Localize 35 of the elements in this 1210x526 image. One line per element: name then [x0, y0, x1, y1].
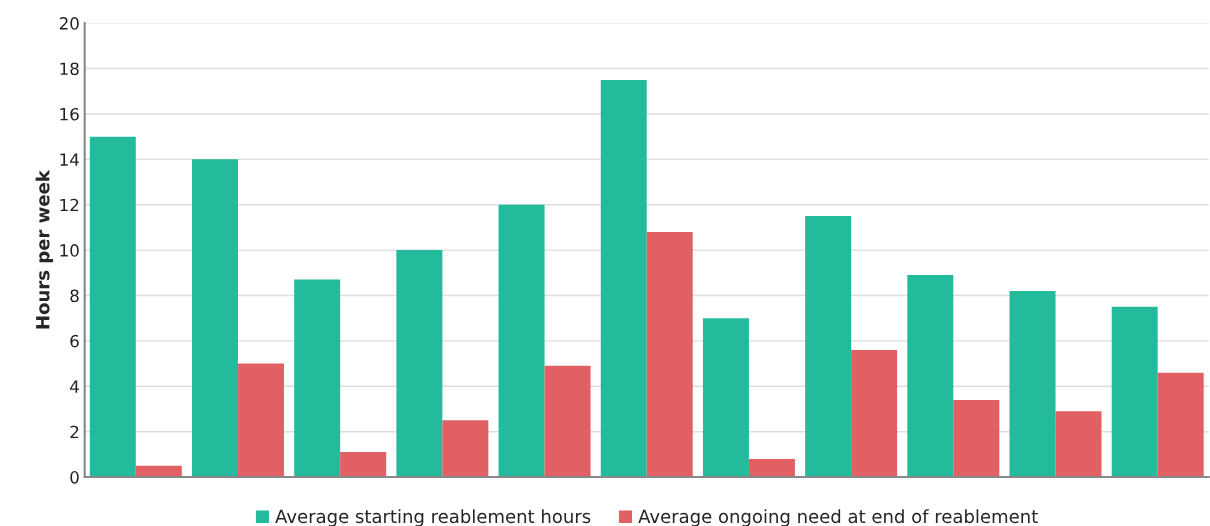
- bar: [1009, 290, 1056, 478]
- y-tick-label: 8: [70, 289, 79, 303]
- bar: [1111, 306, 1158, 478]
- y-tick-label: 18: [60, 62, 79, 76]
- bar: [498, 204, 545, 478]
- bar: [1157, 372, 1204, 478]
- y-tick-label: 10: [60, 244, 79, 257]
- bar: [600, 79, 647, 478]
- bar: [89, 136, 136, 478]
- y-axis-title: Hours per week: [35, 169, 54, 329]
- y-tick-label: 14: [60, 153, 79, 166]
- bar: [851, 349, 898, 478]
- y-tick-label: 6: [70, 334, 79, 348]
- y-tick-label: 2: [70, 425, 79, 439]
- bar: [294, 279, 341, 478]
- y-tick-label: 20: [59, 17, 79, 30]
- bar: [953, 399, 1000, 478]
- bar: [646, 231, 693, 478]
- bar: [702, 318, 749, 478]
- legend-label: Average starting reablement hours: [275, 509, 591, 526]
- bar: [1055, 411, 1102, 478]
- bar: [340, 452, 387, 478]
- y-tick-label: 16: [60, 107, 79, 121]
- bar: [748, 458, 795, 478]
- y-tick-label: 4: [70, 380, 79, 393]
- bar: [544, 365, 591, 478]
- bar: [396, 250, 443, 478]
- bar: [442, 420, 489, 478]
- legend-label: Average ongoing need at end of reablement: [638, 509, 1038, 526]
- bar: [192, 159, 238, 478]
- bar: [907, 275, 954, 478]
- y-tick-label: 12: [60, 198, 79, 212]
- bar: [805, 216, 852, 478]
- bar: [237, 363, 284, 478]
- y-tick-label: 0: [70, 471, 79, 484]
